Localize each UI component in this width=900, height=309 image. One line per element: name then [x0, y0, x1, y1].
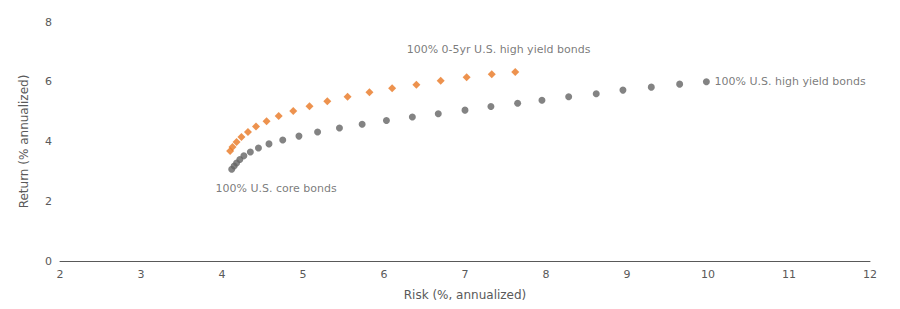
svg-text:8: 8 — [543, 268, 550, 281]
svg-text:2: 2 — [45, 195, 52, 208]
svg-text:6: 6 — [381, 268, 388, 281]
svg-text:100% U.S. core bonds: 100% U.S. core bonds — [216, 182, 337, 195]
svg-text:6: 6 — [45, 75, 52, 88]
svg-text:12: 12 — [863, 268, 877, 281]
svg-text:3: 3 — [138, 268, 145, 281]
svg-text:8: 8 — [45, 16, 52, 29]
svg-text:100% U.S. high yield bonds: 100% U.S. high yield bonds — [714, 75, 865, 88]
svg-text:5: 5 — [300, 268, 307, 281]
svg-text:10: 10 — [701, 268, 715, 281]
svg-text:11: 11 — [782, 268, 796, 281]
svg-text:Risk (%, annualized): Risk (%, annualized) — [404, 288, 527, 302]
svg-text:4: 4 — [219, 268, 226, 281]
svg-text:100% 0-5yr U.S. high yield bon: 100% 0-5yr U.S. high yield bonds — [407, 43, 591, 56]
svg-text:Return (% annualized): Return (% annualized) — [17, 75, 31, 209]
svg-text:0: 0 — [45, 255, 52, 268]
svg-text:4: 4 — [45, 135, 52, 148]
svg-text:9: 9 — [624, 268, 631, 281]
svg-text:7: 7 — [462, 268, 469, 281]
svg-text:2: 2 — [57, 268, 64, 281]
